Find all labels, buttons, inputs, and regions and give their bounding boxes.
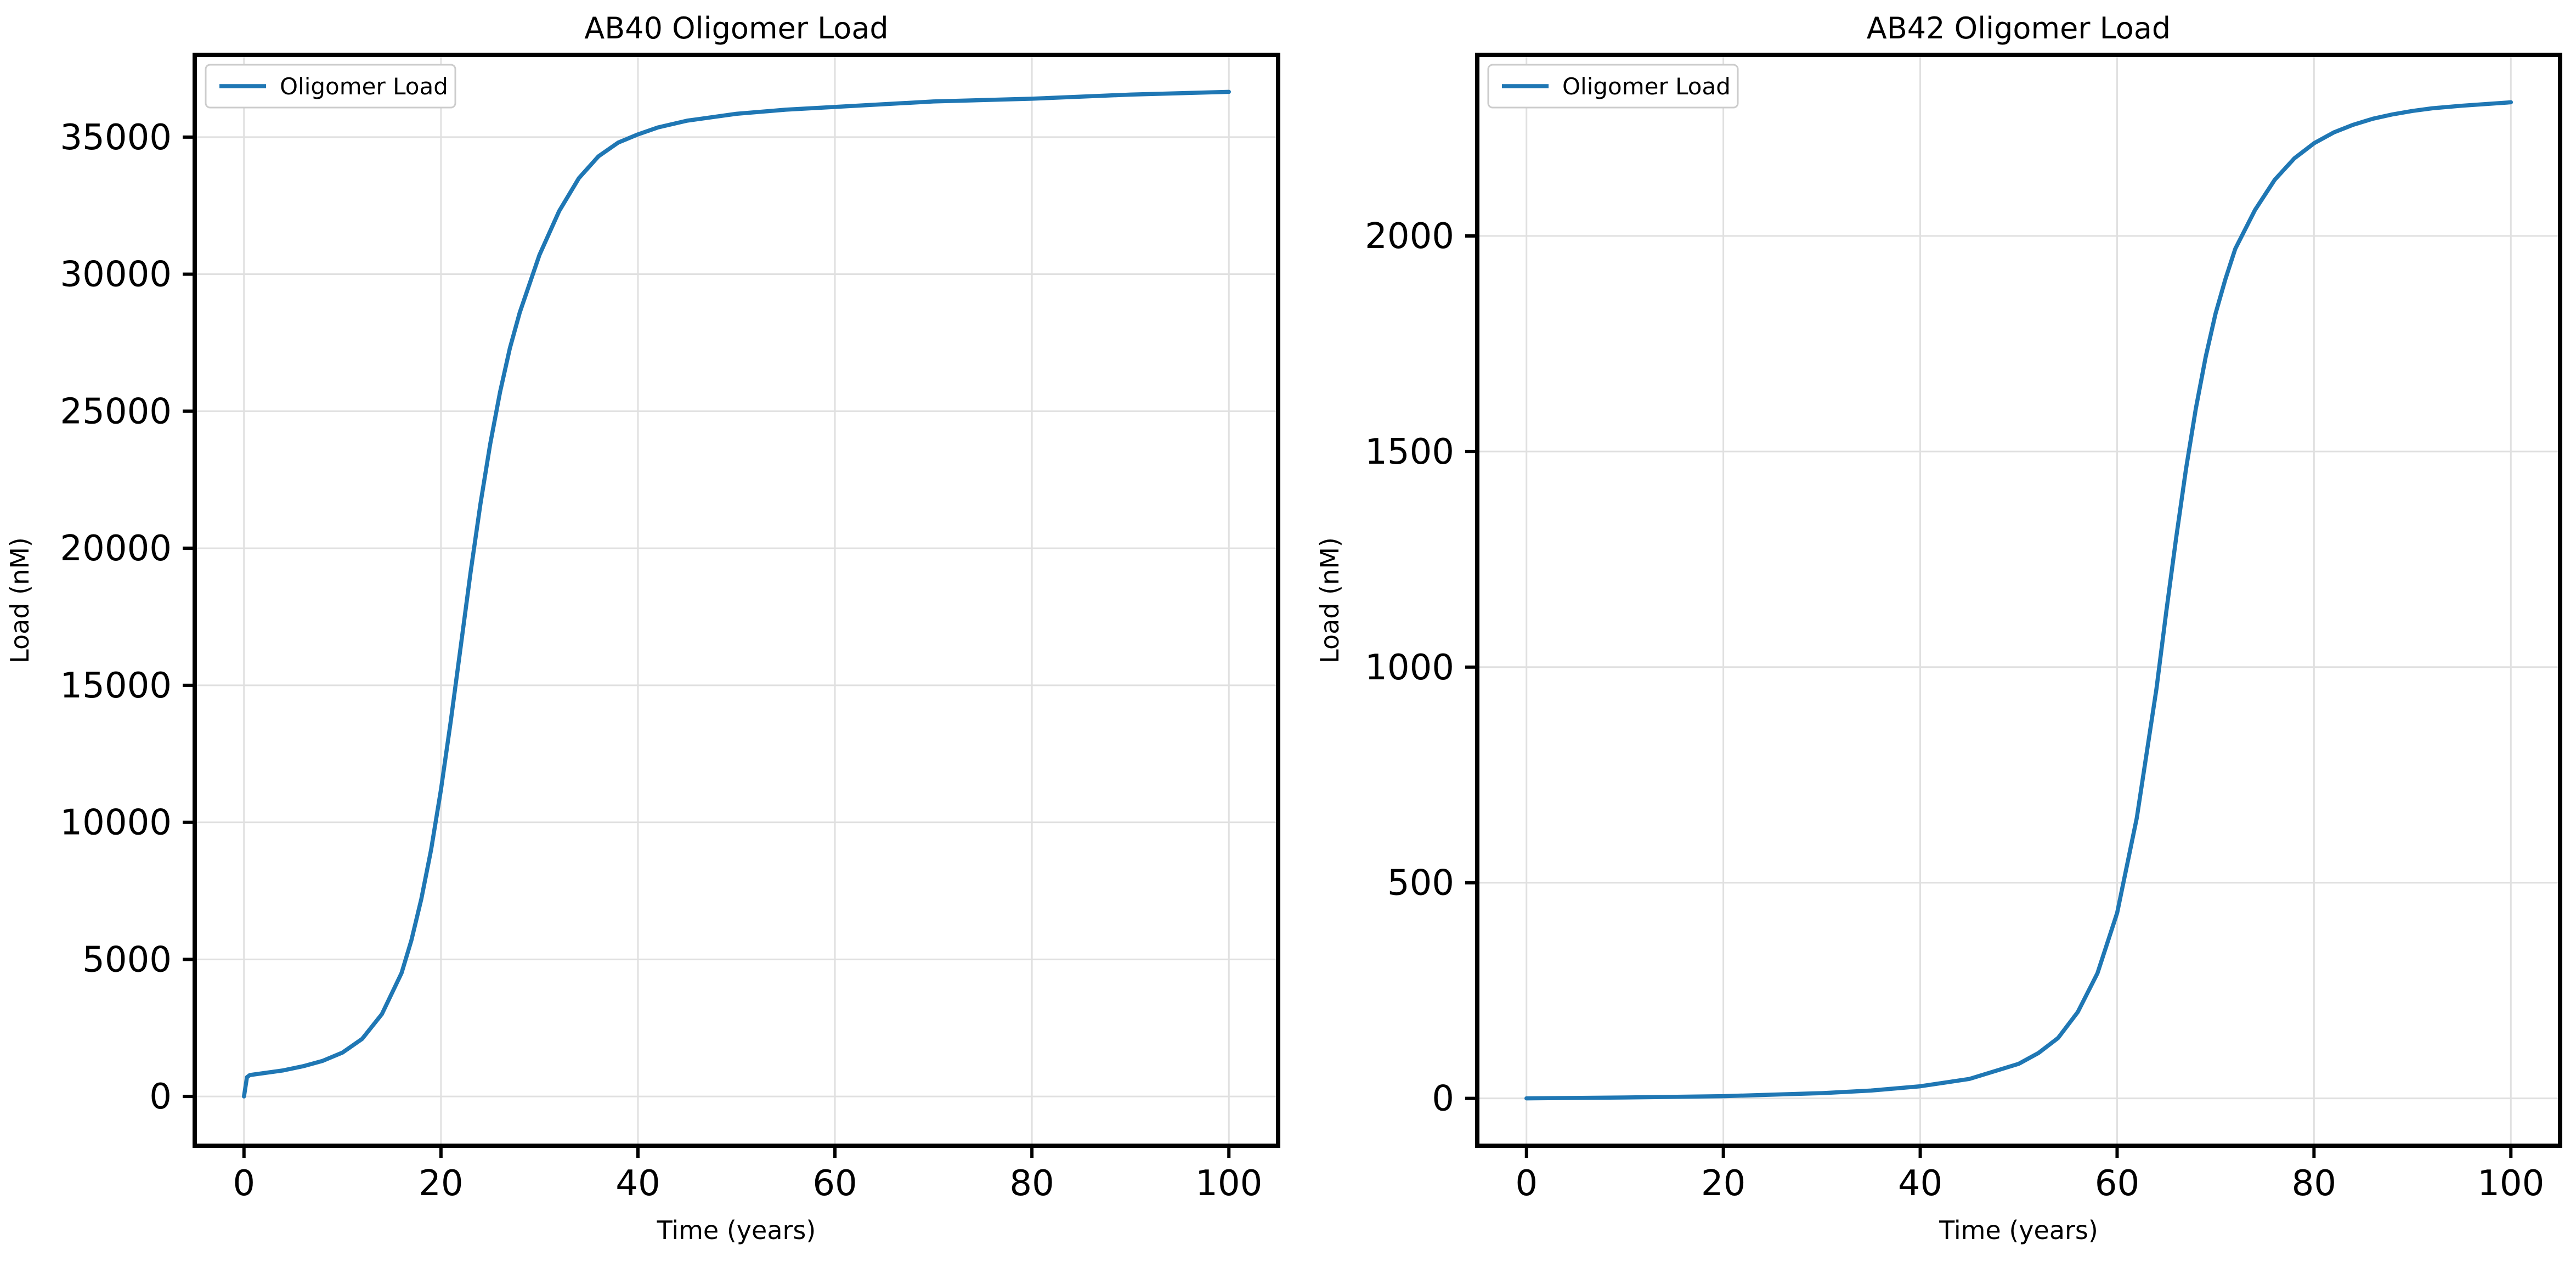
y-tick-label: 5000 — [82, 939, 172, 980]
x-tick-label: 100 — [1195, 1163, 1262, 1204]
plot-frame — [193, 53, 1280, 1148]
x-tick-label: 20 — [419, 1163, 463, 1204]
legend: Oligomer Load — [205, 64, 456, 109]
chart-title: AB42 Oligomer Load — [1867, 11, 2171, 46]
y-tick-label: 30000 — [60, 255, 172, 295]
y-axis-label: Load (nM) — [5, 537, 35, 663]
x-tick-label: 0 — [233, 1163, 255, 1204]
x-tick-label: 0 — [1515, 1163, 1538, 1204]
legend-label: Oligomer Load — [280, 73, 448, 100]
legend-label: Oligomer Load — [1562, 73, 1731, 100]
y-tick-label: 2000 — [1365, 216, 1454, 257]
x-tick-label: 40 — [1898, 1163, 1942, 1204]
x-tick-label: 60 — [812, 1163, 857, 1204]
series-line-oligomer-load — [1524, 100, 2513, 1101]
y-tick-label: 10000 — [60, 803, 172, 843]
x-tick-label: 100 — [2477, 1163, 2544, 1204]
x-tick-label: 40 — [615, 1163, 660, 1204]
legend-box — [1487, 64, 1739, 109]
x-tick-label: 20 — [1701, 1163, 1745, 1204]
legend: Oligomer Load — [1487, 64, 1739, 109]
chart-panel-1: 0 20 40 60 80 100 0 5000 10000 15000 20000 25000 300… — [5, 11, 1280, 1245]
y-tick-label: 1000 — [1365, 648, 1454, 688]
y-tick-label: 35000 — [60, 117, 172, 158]
x-axis-label: Time (years) — [1939, 1215, 2098, 1245]
plot-frame — [1475, 53, 2562, 1148]
y-tick-label: 0 — [1432, 1079, 1454, 1119]
x-tick-label: 80 — [1009, 1163, 1054, 1204]
x-axis-label: Time (years) — [657, 1215, 816, 1245]
series-line-oligomer-load — [242, 89, 1231, 1099]
chart-title: AB40 Oligomer Load — [584, 11, 888, 46]
x-tick-label: 60 — [2095, 1163, 2139, 1204]
y-tick-label: 15000 — [60, 666, 172, 706]
y-tick-label: 20000 — [60, 528, 172, 569]
y-tick-label: 0 — [149, 1077, 172, 1117]
legend-box — [205, 64, 456, 109]
x-tick-label: 80 — [2292, 1163, 2336, 1204]
y-axis-label: Load (nM) — [1315, 537, 1345, 663]
y-tick-label: 25000 — [60, 391, 172, 432]
y-tick-label: 500 — [1387, 863, 1454, 904]
y-tick-label: 1500 — [1365, 432, 1454, 472]
